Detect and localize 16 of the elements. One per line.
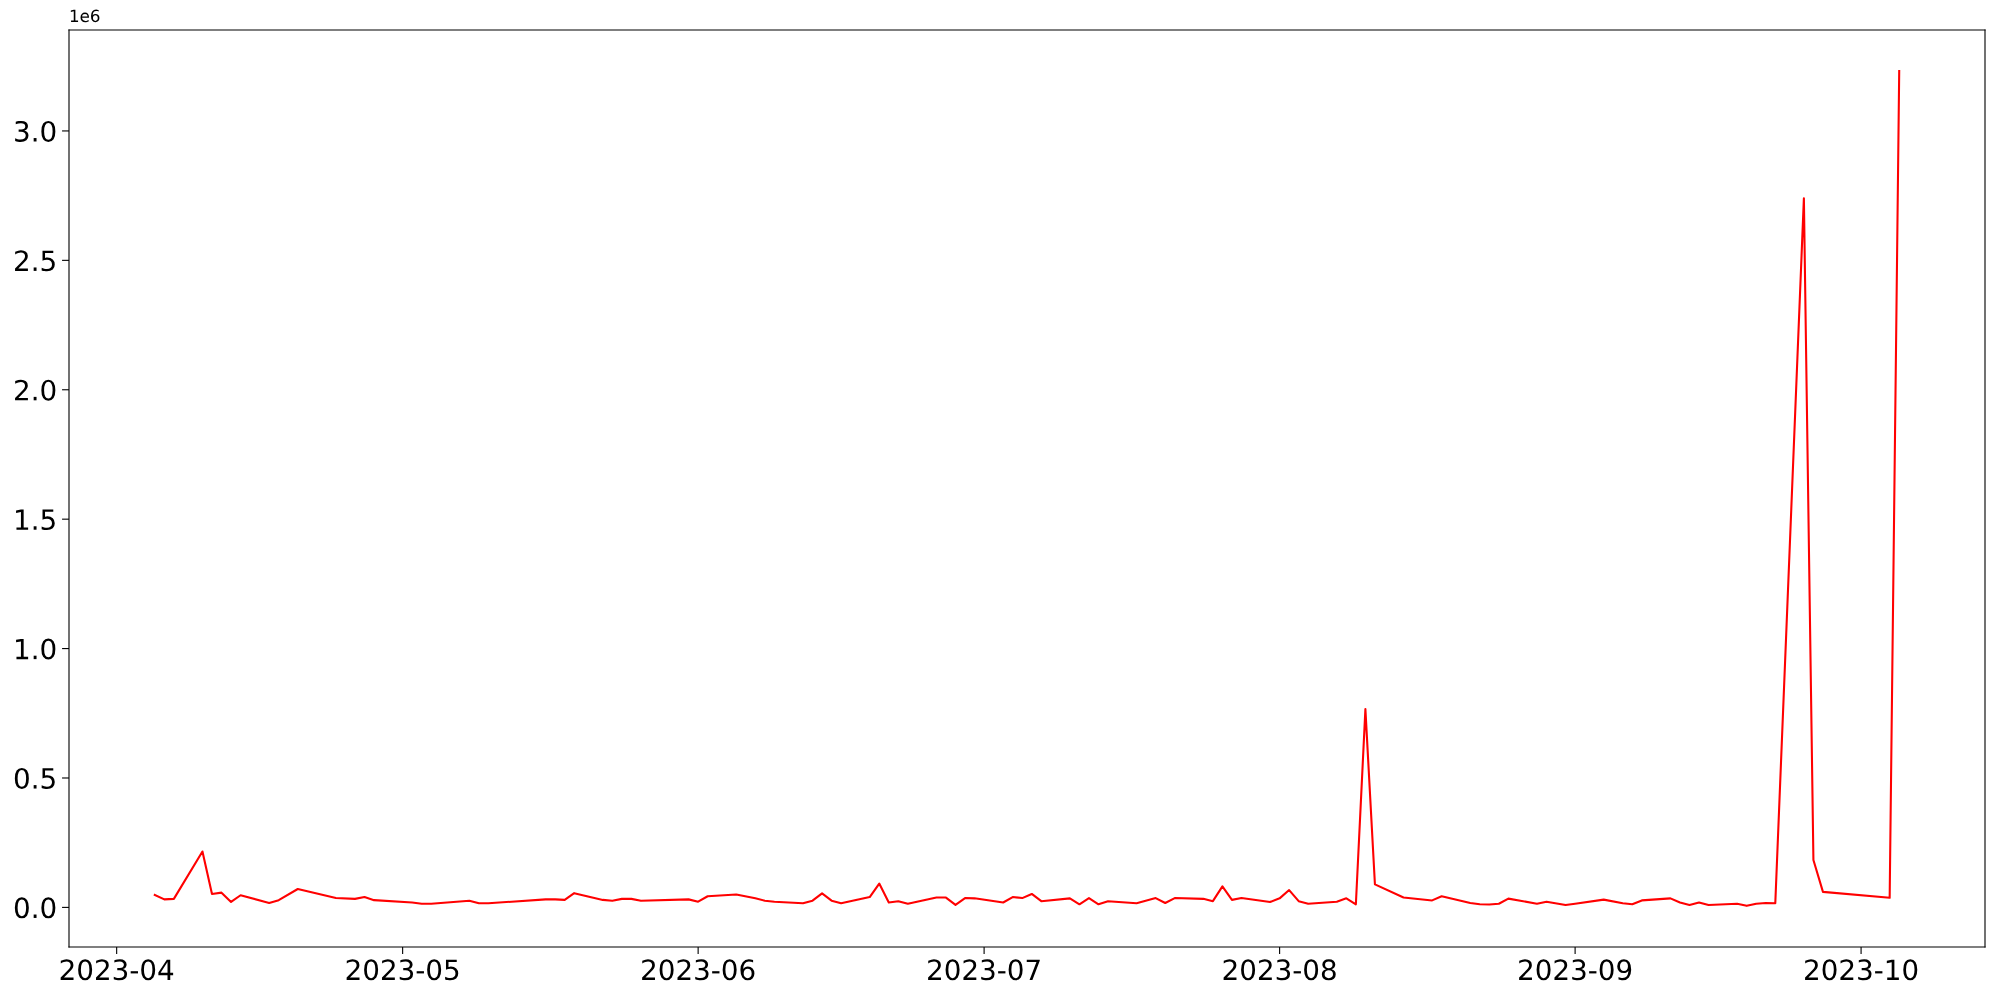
text: 1e6 (70, 9, 100, 23)
y-tick-label: 3.0 (15, 120, 56, 142)
x-tick-label: 2023-05 (346, 959, 459, 981)
x-tick-label: 2023-08 (1223, 959, 1336, 981)
y-tick-label: 2.5 (15, 250, 55, 272)
x-tick-label: 2023-09 (1519, 959, 1632, 981)
y-tick-label: 0.5 (14, 767, 55, 789)
y-tick-label: 0.0 (14, 897, 56, 919)
x-tick-label: 2023-07 (928, 959, 1040, 981)
line-series (153, 70, 1901, 907)
y-tick-label: 1.5 (16, 509, 55, 531)
x-tick-label: 2023-06 (642, 959, 755, 981)
x-tick-label: 2023-10 (1805, 959, 1918, 981)
x-tick-label: 2023-04 (60, 959, 174, 981)
y-tick-label: 2.0 (15, 379, 56, 401)
y-tick-label: 1.0 (16, 638, 56, 660)
